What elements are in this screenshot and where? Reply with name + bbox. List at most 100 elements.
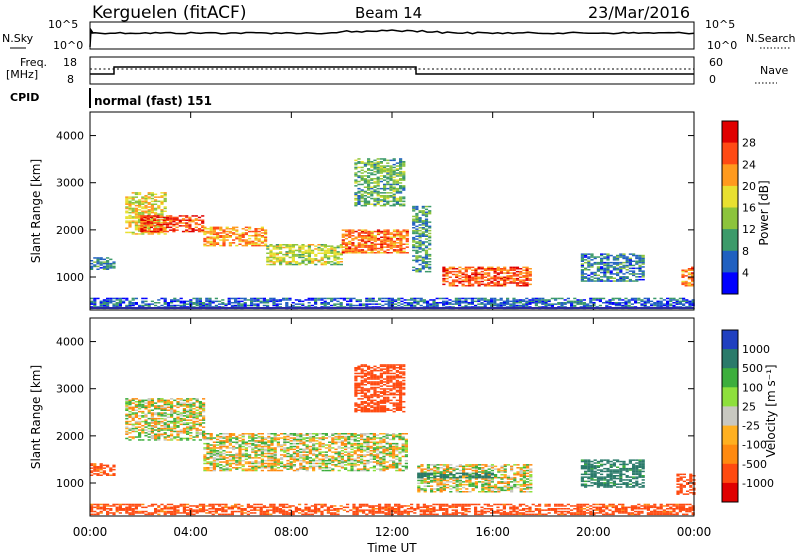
heatmap-cell — [412, 255, 416, 257]
heatmap-cell — [144, 196, 148, 198]
heatmap-cell — [451, 306, 455, 308]
heatmap-cell — [609, 261, 613, 264]
heatmap-cell — [219, 469, 223, 472]
heatmap-cell — [192, 417, 196, 420]
heatmap-cell — [428, 253, 432, 256]
heatmap-cell — [353, 434, 357, 436]
heatmap-cell — [438, 297, 442, 300]
heatmap-cell — [241, 235, 245, 237]
heatmap-cell — [341, 252, 345, 254]
heatmap-cell — [382, 451, 386, 453]
heatmap-cell — [254, 440, 258, 442]
heatmap-cell — [675, 300, 679, 303]
heatmap-cell — [392, 180, 396, 183]
heatmap-cell — [402, 237, 406, 240]
heatmap-cell — [208, 300, 212, 303]
heatmap-cell — [292, 451, 296, 453]
heatmap-cell — [339, 253, 343, 256]
heatmap-cell — [379, 168, 383, 170]
heatmap-cell — [515, 300, 519, 303]
heatmap-cell — [367, 193, 371, 196]
heatmap-cell — [643, 297, 647, 300]
heatmap-cell — [202, 419, 206, 421]
heatmap-cell — [147, 193, 151, 196]
heatmap-cell — [211, 306, 215, 308]
heatmap-cell — [128, 206, 132, 208]
heatmap-cell — [112, 473, 116, 475]
heatmap-cell — [370, 165, 374, 167]
heatmap-cell — [147, 196, 151, 198]
heatmap-cell — [301, 245, 305, 247]
heatmap-cell — [160, 417, 164, 420]
heatmap-cell — [503, 269, 507, 271]
heatmap-cell — [622, 280, 626, 282]
heatmap-cell — [490, 277, 494, 280]
heatmap-cell — [415, 256, 419, 259]
heatmap-cell — [404, 451, 408, 453]
heatmap-cell — [366, 461, 370, 463]
heatmap-cell — [150, 231, 154, 234]
heatmap-cell — [333, 249, 337, 252]
heatmap-cell — [392, 462, 396, 465]
heatmap-cell — [467, 266, 472, 269]
heatmap-cell — [147, 304, 151, 307]
heatmap-cell — [587, 256, 591, 258]
heatmap-cell — [399, 162, 403, 164]
heatmap-cell — [219, 440, 223, 442]
heatmap-cell — [458, 304, 462, 307]
heatmap-cell — [351, 239, 355, 241]
heatmap-cell — [428, 248, 432, 250]
heatmap-cell — [421, 242, 425, 245]
heatmap-cell — [357, 389, 361, 392]
heatmap-cell — [228, 435, 232, 438]
heatmap-cell — [580, 260, 584, 262]
heatmap-cell — [369, 455, 373, 458]
heatmap-cell — [205, 304, 209, 307]
heatmap-cell — [448, 270, 452, 273]
heatmap-cell — [219, 467, 223, 469]
heatmap-cell — [134, 420, 138, 423]
heatmap-cell — [321, 467, 325, 469]
heatmap-cell — [480, 275, 484, 277]
heatmap-cell — [374, 306, 378, 308]
heatmap-cell — [399, 170, 403, 173]
heatmap-cell — [90, 268, 94, 270]
heatmap-cell — [102, 464, 106, 467]
heatmap-cell — [360, 401, 364, 403]
heatmap-cell — [254, 445, 258, 448]
heatmap-cell — [206, 447, 210, 449]
heatmap-cell — [201, 226, 205, 229]
heatmap-cell — [490, 268, 494, 270]
heatmap-cell — [283, 448, 287, 451]
heatmap-cell — [170, 401, 174, 403]
heatmap-cell — [270, 454, 274, 456]
heatmap-cell — [248, 240, 252, 243]
heatmap-cell — [612, 267, 616, 270]
heatmap-cell — [512, 280, 516, 283]
heatmap-cell — [395, 455, 399, 458]
heatmap-cell — [445, 275, 449, 277]
heatmap-cell — [225, 451, 229, 453]
heatmap-cell — [386, 178, 390, 180]
heatmap-cell — [630, 303, 634, 305]
heatmap-cell — [150, 416, 154, 418]
heatmap-cell — [512, 272, 516, 274]
heatmap-cell — [216, 236, 220, 238]
heatmap-cell — [373, 203, 377, 205]
heatmap-cell — [176, 436, 180, 438]
heatmap-cell — [351, 243, 355, 245]
heatmap-cell — [341, 246, 345, 248]
heatmap-cell — [125, 403, 129, 406]
heatmap-cell — [376, 452, 380, 455]
heatmap-cell — [206, 438, 210, 441]
heatmap-cell — [134, 207, 138, 210]
heatmap-cell — [165, 219, 170, 221]
heatmap-cell — [340, 442, 344, 445]
heatmap-cell — [241, 440, 245, 442]
heatmap-cell — [334, 452, 338, 455]
heatmap-cell — [580, 277, 584, 279]
heatmap-cell — [461, 279, 465, 281]
heatmap-cell — [194, 218, 198, 220]
heatmap-cell — [379, 438, 383, 441]
heatmap-cell — [244, 229, 248, 231]
